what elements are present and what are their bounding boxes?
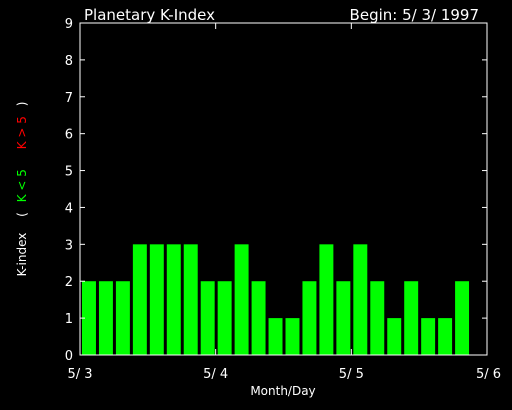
y-axis-label-main: K-index bbox=[15, 233, 29, 277]
k-index-bar bbox=[336, 281, 351, 355]
y-axis-label-paren-close: ) bbox=[15, 102, 29, 107]
y-tick-label: 1 bbox=[65, 312, 73, 327]
k-index-bar bbox=[387, 318, 402, 355]
y-axis-label-paren-open: ( bbox=[15, 212, 29, 217]
k-index-bar bbox=[183, 244, 198, 355]
k-index-bar bbox=[115, 281, 130, 355]
y-tick-label: 6 bbox=[65, 128, 73, 143]
k-index-bar bbox=[234, 244, 249, 355]
k-index-bar bbox=[455, 281, 470, 355]
k-index-bar bbox=[404, 281, 419, 355]
plot-frame bbox=[79, 22, 488, 356]
k-index-bar bbox=[268, 318, 283, 355]
x-tick-label: 5/ 5 bbox=[339, 367, 364, 382]
svg-text:K-index ( K < 5: K-index ( K < 5 K > 5 ) bbox=[15, 102, 29, 277]
k-index-bar bbox=[251, 281, 266, 355]
k-index-bar bbox=[285, 318, 300, 355]
k-index-bar bbox=[370, 281, 385, 355]
y-tick-label: 8 bbox=[65, 54, 73, 69]
k-index-bar bbox=[82, 281, 96, 355]
chart-subtitle: Begin: 5/ 3/ 1997 bbox=[350, 6, 479, 24]
chart-title: Planetary K-Index bbox=[84, 6, 215, 24]
y-tick-label: 9 bbox=[65, 17, 73, 32]
y-tick-label: 3 bbox=[65, 238, 73, 253]
x-tick-label: 5/ 4 bbox=[203, 367, 228, 382]
x-tick-label: 5/ 6 bbox=[476, 367, 501, 382]
k-index-bar bbox=[132, 244, 147, 355]
k-index-bar bbox=[353, 244, 368, 355]
y-tick-label: 5 bbox=[65, 165, 73, 180]
k-index-bar bbox=[200, 281, 215, 355]
k-index-bar bbox=[319, 244, 334, 355]
y-tick-label: 0 bbox=[65, 349, 73, 364]
k-index-bar bbox=[438, 318, 453, 355]
bar-series bbox=[82, 244, 470, 355]
k-index-bar bbox=[421, 318, 436, 355]
x-tick-label: 5/ 3 bbox=[67, 367, 92, 382]
y-axis-ticks: 0 1 2 3 4 5 6 7 8 9 bbox=[65, 17, 487, 364]
y-axis-label-green: K < 5 bbox=[15, 169, 29, 202]
k-index-bar bbox=[166, 244, 181, 355]
x-axis-ticks: 5/ 3 5/ 4 5/ 5 5/ 6 bbox=[67, 23, 501, 382]
x-axis-label: Month/Day bbox=[250, 384, 315, 398]
k-index-bar bbox=[302, 281, 317, 355]
k-index-bar bbox=[98, 281, 113, 355]
k-index-bar bbox=[217, 281, 232, 355]
k-index-bar bbox=[149, 244, 164, 355]
y-tick-label: 2 bbox=[65, 275, 73, 290]
y-tick-label: 4 bbox=[65, 201, 73, 216]
y-axis-label: K-index ( K < 5 K > 5 ) bbox=[15, 102, 29, 277]
y-tick-label: 7 bbox=[65, 91, 73, 106]
y-axis-label-red: K > 5 bbox=[15, 116, 29, 149]
